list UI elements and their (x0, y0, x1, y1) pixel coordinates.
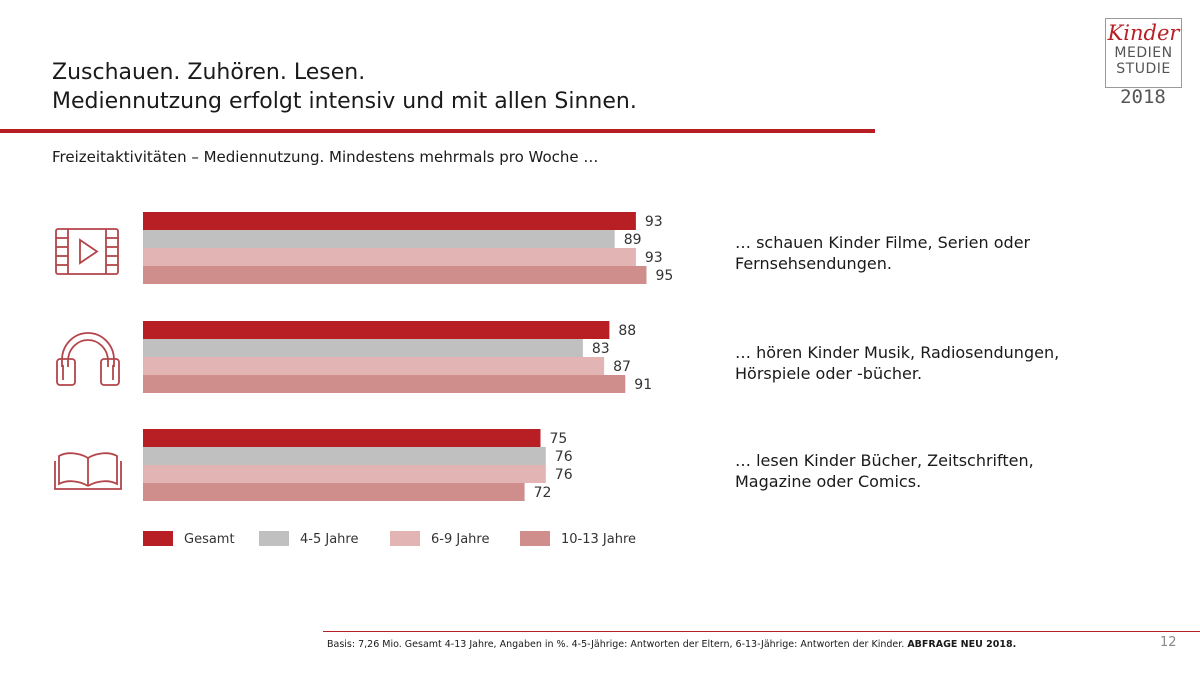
bar-6-9-jahre-3 (143, 465, 546, 483)
description-film-line1: … schauen Kinder Filme, Serien oder (735, 233, 1031, 252)
footer-note: Basis: 7,26 Mio. Gesamt 4-13 Jahre, Anga… (327, 639, 1016, 650)
bar-10-13-jahre-3 (143, 483, 525, 501)
data-label-4-5-jahre-2: 83 (592, 341, 610, 357)
footer-basis: Basis: 7,26 Mio. Gesamt 4-13 Jahre, Anga… (327, 639, 905, 650)
data-label-gesamt-1: 93 (645, 214, 663, 230)
data-label-4-5-jahre-3: 76 (555, 449, 573, 465)
legend-label-10-13-jahre: 10-13 Jahre (561, 532, 636, 547)
study-logo: Kinder MEDIEN STUDIE (1105, 18, 1182, 88)
legend-swatch-gesamt (143, 531, 173, 546)
footer-emphasis: ABFRAGE NEU 2018. (907, 639, 1017, 650)
chart-subtitle: Freizeitaktivitäten – Mediennutzung. Min… (52, 148, 599, 166)
bar-6-9-jahre-1 (143, 248, 636, 266)
description-audio-line2: Hörspiele oder -bücher. (735, 364, 923, 383)
data-label-10-13-jahre-1: 95 (656, 268, 674, 284)
data-label-6-9-jahre-3: 76 (555, 467, 573, 483)
data-label-4-5-jahre-1: 89 (624, 232, 642, 248)
description-reading: … lesen Kinder Bücher, Zeitschriften, Ma… (735, 450, 1034, 492)
bar-4-5-jahre-2 (143, 339, 583, 357)
title-line-1: Zuschauen. Zuhören. Lesen. (52, 60, 366, 85)
logo-year: 2018 (1120, 86, 1166, 108)
description-film: … schauen Kinder Filme, Serien oder Fern… (735, 232, 1030, 274)
chart-legend: Gesamt 4-5 Jahre 6-9 Jahre 10-13 Jahre (143, 531, 636, 547)
description-reading-line1: … lesen Kinder Bücher, Zeitschriften, (735, 451, 1034, 470)
bar-gesamt-2 (143, 321, 610, 339)
page-title: Zuschauen. Zuhören. Lesen. Mediennutzung… (52, 58, 637, 116)
title-line-2: Mediennutzung erfolgt intensiv und mit a… (52, 89, 637, 114)
logo-medien-text: MEDIEN (1114, 45, 1173, 61)
film-icon (55, 228, 119, 275)
logo-kinder-text: Kinder (1107, 21, 1180, 45)
legend-label-6-9-jahre: 6-9 Jahre (431, 532, 489, 547)
headphones-icon (56, 332, 120, 386)
footer-divider (323, 631, 1200, 632)
data-label-10-13-jahre-2: 91 (634, 377, 652, 393)
title-divider (0, 129, 875, 133)
bar-4-5-jahre-1 (143, 230, 615, 248)
bar-10-13-jahre-2 (143, 375, 626, 393)
data-label-gesamt-2: 88 (618, 323, 636, 339)
description-audio: … hören Kinder Musik, Radiosendungen, Hö… (735, 342, 1059, 384)
description-film-line2: Fernsehsendungen. (735, 254, 892, 273)
data-label-6-9-jahre-2: 87 (613, 359, 631, 375)
bar-4-5-jahre-3 (143, 447, 546, 465)
description-reading-line2: Magazine oder Comics. (735, 472, 922, 491)
data-label-6-9-jahre-1: 93 (645, 250, 663, 266)
bar-10-13-jahre-1 (143, 266, 647, 284)
bar-6-9-jahre-2 (143, 357, 605, 375)
legend-swatch-10-13-jahre (520, 531, 550, 546)
legend-label-4-5-jahre: 4-5 Jahre (300, 532, 358, 547)
legend-label-gesamt: Gesamt (184, 532, 235, 547)
page-number: 12 (1160, 635, 1177, 650)
data-label-gesamt-3: 75 (550, 431, 568, 447)
bar-gesamt-1 (143, 212, 636, 230)
data-label-10-13-jahre-3: 72 (534, 485, 552, 501)
book-icon (54, 452, 122, 490)
description-audio-line1: … hören Kinder Musik, Radiosendungen, (735, 343, 1060, 362)
bar-gesamt-3 (143, 429, 541, 447)
logo-studie-text: STUDIE (1116, 61, 1171, 77)
legend-swatch-4-5-jahre (259, 531, 289, 546)
legend-swatch-6-9-jahre (390, 531, 420, 546)
